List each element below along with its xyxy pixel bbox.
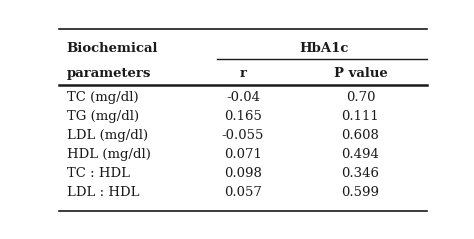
Text: 0.70: 0.70 <box>346 91 375 104</box>
Text: 0.346: 0.346 <box>341 167 380 180</box>
Text: 0.098: 0.098 <box>224 167 262 180</box>
Text: TG (mg/dl): TG (mg/dl) <box>66 110 139 123</box>
Text: 0.165: 0.165 <box>224 110 262 123</box>
Text: TC (mg/dl): TC (mg/dl) <box>66 91 138 104</box>
Text: HDL (mg/dl): HDL (mg/dl) <box>66 148 150 161</box>
Text: LDL (mg/dl): LDL (mg/dl) <box>66 129 148 142</box>
Text: -0.055: -0.055 <box>222 129 264 142</box>
Text: 0.111: 0.111 <box>342 110 379 123</box>
Text: 0.608: 0.608 <box>342 129 379 142</box>
Text: 0.057: 0.057 <box>224 186 262 199</box>
Text: Biochemical: Biochemical <box>66 42 158 54</box>
Text: 0.599: 0.599 <box>341 186 380 199</box>
Text: LDL : HDL: LDL : HDL <box>66 186 139 199</box>
Text: 0.071: 0.071 <box>224 148 262 161</box>
Text: HbA1c: HbA1c <box>299 42 348 54</box>
Text: P value: P value <box>334 67 387 80</box>
Text: r: r <box>239 67 246 80</box>
Text: 0.494: 0.494 <box>342 148 379 161</box>
Text: parameters: parameters <box>66 67 151 80</box>
Text: TC : HDL: TC : HDL <box>66 167 129 180</box>
Text: -0.04: -0.04 <box>226 91 260 104</box>
